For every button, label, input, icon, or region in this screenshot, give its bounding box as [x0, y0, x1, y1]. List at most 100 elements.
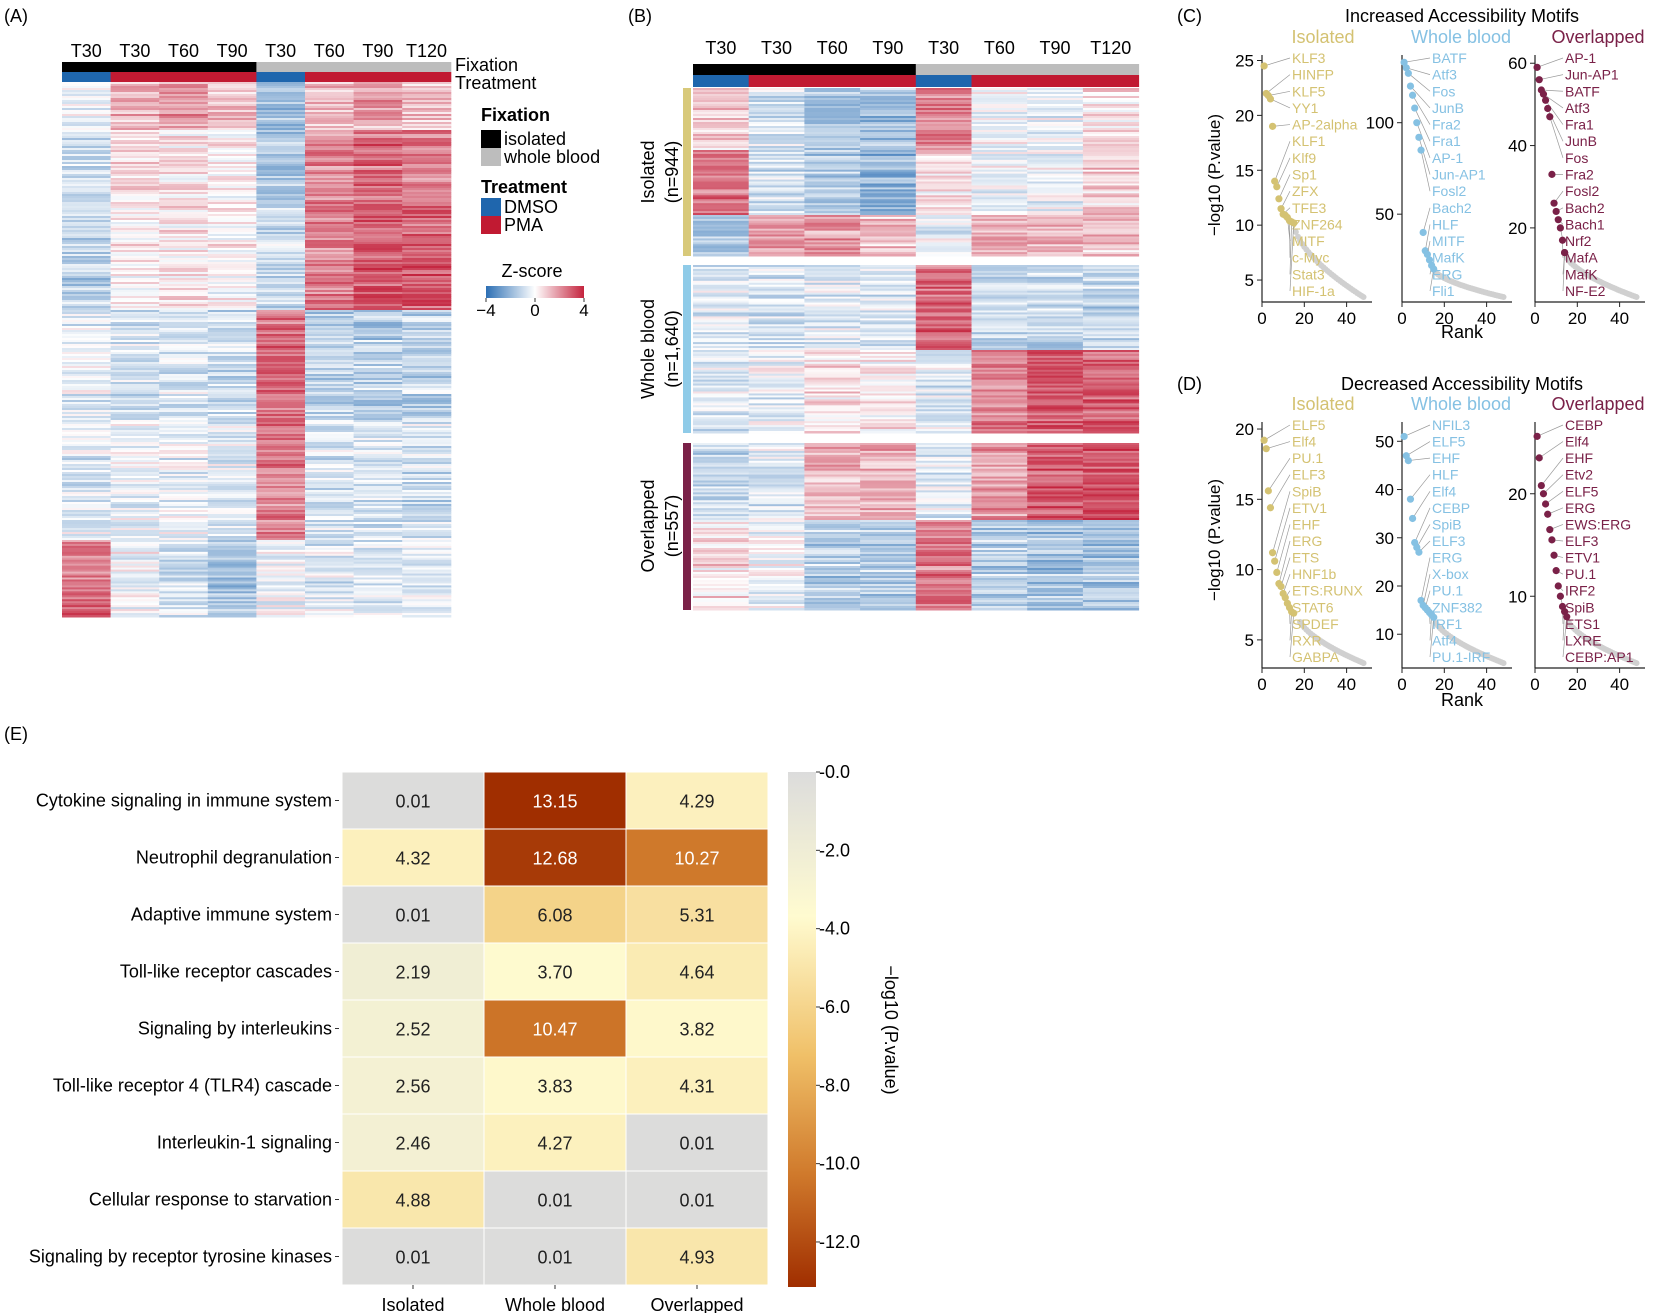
heatmap-cell	[305, 426, 355, 429]
heatmap-cell	[305, 88, 355, 91]
heatmap-cell	[860, 334, 917, 337]
heatmap-cell	[971, 201, 1028, 204]
heatmap-cell	[693, 550, 750, 553]
heatmap-cell	[207, 482, 257, 485]
heatmap-cell	[693, 215, 750, 218]
heatmap-cell	[402, 328, 452, 331]
heatmap-cell	[804, 207, 861, 210]
motif-leader-line	[1539, 441, 1564, 459]
heatmap-cell	[1027, 104, 1084, 107]
heatmap-cell	[305, 124, 355, 127]
heatmap-cell	[1082, 304, 1140, 308]
heatmap-cell	[1082, 407, 1140, 410]
heatmap-cell	[1082, 389, 1140, 392]
heatmap-cell	[159, 256, 209, 259]
heatmap-cell	[804, 365, 861, 369]
heatmap-cell	[159, 520, 209, 523]
heatmap-cell	[860, 494, 917, 497]
heatmap-cell	[804, 363, 861, 367]
heatmap-cell	[693, 397, 750, 400]
heatmap-cell	[353, 218, 403, 221]
heatmap-cell	[402, 426, 452, 429]
heatmap-cell	[693, 195, 750, 198]
heatmap-cell	[159, 412, 209, 415]
heatmap-cell	[353, 551, 403, 555]
heatmap-cell	[207, 595, 257, 598]
pathway-cell-value: 4.93	[679, 1248, 714, 1268]
heatmap-cell	[915, 560, 972, 563]
heatmap-cell	[860, 175, 917, 179]
motif-point-label: HLF	[1432, 467, 1458, 483]
heatmap-cell	[915, 508, 972, 511]
heatmap-cell	[207, 106, 257, 109]
heatmap-cell	[804, 568, 861, 571]
heatmap-cell	[402, 416, 452, 419]
heatmap-cell	[207, 518, 257, 521]
heatmap-cell	[159, 468, 209, 471]
heatmap-cell	[860, 159, 917, 163]
heatmap-cell	[62, 226, 112, 229]
heatmap-cell	[1082, 590, 1140, 593]
heatmap-cell	[860, 197, 917, 200]
heatmap-column-label: T30	[265, 41, 296, 61]
heatmap-cell	[353, 362, 403, 365]
heatmap-cell	[971, 395, 1028, 398]
heatmap-cell	[256, 412, 306, 415]
heatmap-cell	[402, 246, 452, 249]
heatmap-cell	[915, 238, 972, 241]
heatmap-cell	[207, 308, 257, 311]
heatmap-cell	[159, 212, 209, 215]
heatmap-cell	[804, 572, 861, 575]
heatmap-cell	[915, 413, 972, 416]
heatmap-cell	[402, 288, 452, 291]
heatmap-cell	[62, 146, 112, 149]
heatmap-cell	[693, 114, 750, 117]
heatmap-cell	[1082, 216, 1140, 220]
heatmap-cell	[402, 390, 452, 393]
heatmap-legend: Fixation isolated whole blood Treatment …	[476, 105, 600, 320]
heatmap-cell	[159, 178, 209, 181]
heatmap-cell	[915, 116, 972, 119]
heatmap-cell	[1082, 146, 1140, 149]
heatmap-cell	[159, 150, 209, 153]
heatmap-cell	[693, 351, 750, 355]
heatmap-cell	[62, 236, 112, 239]
heatmap-cell	[1082, 576, 1140, 579]
heatmap-cell	[860, 161, 917, 165]
heatmap-cell	[1027, 134, 1084, 137]
heatmap-cell	[748, 244, 805, 247]
pathway-row-label: Interleukin-1 signaling	[157, 1133, 332, 1153]
heatmap-cell	[860, 342, 917, 345]
heatmap-cell	[915, 542, 972, 545]
heatmap-cell	[971, 532, 1028, 535]
heatmap-cell	[748, 324, 805, 327]
heatmap-cell	[207, 370, 257, 373]
heatmap-cell	[402, 400, 452, 403]
heatmap-cell	[804, 578, 861, 581]
heatmap-cell	[353, 144, 403, 147]
heatmap-cell	[971, 405, 1028, 408]
heatmap-cell	[207, 406, 257, 409]
heatmap-cell	[1082, 480, 1140, 483]
legend-fixation-title: Fixation	[481, 105, 550, 125]
heatmap-cell	[1082, 159, 1140, 163]
heatmap-cell	[305, 561, 355, 565]
heatmap-cell	[305, 476, 355, 479]
heatmap-cell	[62, 432, 112, 435]
motif-point-label: ELF3	[1565, 533, 1599, 549]
heatmap-cell	[402, 334, 452, 337]
heatmap-cell	[305, 202, 355, 205]
heatmap-cell	[971, 514, 1028, 517]
heatmap-cell	[256, 136, 306, 139]
heatmap-cell	[1027, 580, 1084, 583]
motif-point	[1537, 481, 1545, 490]
heatmap-cell	[693, 340, 750, 343]
heatmap-cell	[62, 322, 112, 325]
pathway-cell	[625, 999, 769, 1058]
heatmap-cell	[1027, 177, 1084, 181]
heatmap-cell	[402, 380, 452, 383]
heatmap-cell	[748, 548, 805, 551]
heatmap-cell	[62, 134, 112, 137]
heatmap-cell	[748, 220, 805, 224]
heatmap-cell	[305, 178, 355, 181]
